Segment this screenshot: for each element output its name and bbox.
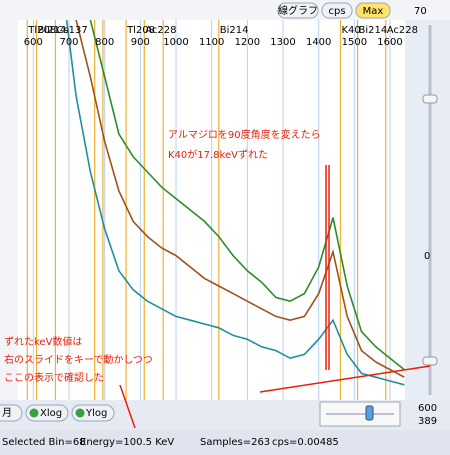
- bottom-button[interactable]: [25, 404, 69, 422]
- isotope-label: Ac228: [387, 25, 418, 36]
- toolbar-button[interactable]: [277, 2, 319, 19]
- status-field: Energy=100.5 KeV: [80, 437, 174, 448]
- bottom-button-label[interactable]: Xlog: [40, 408, 62, 419]
- x-tick-label: 1100: [199, 37, 224, 48]
- isotope-label: Bi214: [38, 25, 67, 36]
- annotation-arrow: [259, 365, 431, 393]
- x-tick-label: 1400: [306, 37, 331, 48]
- side-value: 389: [418, 416, 437, 427]
- toolbar-button[interactable]: [355, 2, 391, 19]
- x-tick-label: 800: [95, 37, 114, 48]
- slider-knob[interactable]: [422, 356, 438, 366]
- toolbar-button-label[interactable]: 線グラフ: [278, 4, 318, 17]
- h-slider-knob[interactable]: [365, 405, 374, 421]
- x-tick-label: 1000: [163, 37, 188, 48]
- isotope-label: Tl208: [27, 25, 56, 36]
- x-tick-label: 1200: [235, 37, 260, 48]
- isotope-label: Cs137: [56, 25, 87, 36]
- annotation: K40が17.8keVずれた: [168, 148, 268, 161]
- bottom-button[interactable]: [0, 404, 23, 422]
- x-tick-label: 1500: [342, 37, 367, 48]
- spectrum-line: [65, 20, 405, 386]
- status-bar: [0, 430, 450, 455]
- bottom-button-label[interactable]: 月: [2, 407, 12, 419]
- annotation: ずれたkeV数値は: [4, 335, 82, 348]
- x-tick-label: 600: [24, 37, 43, 48]
- annotation: 右のスライドをキーで動かしつつ: [4, 353, 153, 366]
- isotope-label: Tl208: [126, 25, 155, 36]
- status-field: Selected Bin=68: [2, 437, 86, 448]
- isotope-label: K40: [341, 25, 360, 36]
- side-value: 600: [418, 403, 437, 414]
- annotation: ここの表示で確認した: [4, 371, 104, 384]
- toolbar-button-label[interactable]: Max: [363, 6, 384, 17]
- side-zero-label: 0: [424, 251, 430, 262]
- spectrum-line: [89, 20, 405, 371]
- bottom-button-label[interactable]: Ylog: [85, 408, 107, 419]
- button-icon[interactable]: [75, 408, 85, 418]
- isotope-label: Bi214: [220, 25, 249, 36]
- bottom-button[interactable]: [71, 404, 115, 422]
- x-tick-label: 1300: [270, 37, 295, 48]
- status-field: Samples=263: [200, 437, 270, 448]
- x-tick-label: 900: [131, 37, 150, 48]
- slider-knob[interactable]: [422, 94, 438, 104]
- spectrum-line: [75, 20, 405, 378]
- button-icon[interactable]: [29, 408, 39, 418]
- annotation-arrow: [119, 384, 136, 429]
- side-panel: [405, 20, 450, 400]
- status-field: cps=0.00485: [272, 437, 339, 448]
- isotope-label: Bi214: [359, 25, 388, 36]
- annotation: アルマジロを90度角度を変えたら: [168, 128, 321, 141]
- top-value: 70: [414, 6, 427, 17]
- toolbar-button-label[interactable]: cps: [328, 6, 345, 17]
- isotope-label: Ac228: [145, 25, 176, 36]
- x-tick-label: 1600: [377, 37, 402, 48]
- toolbar-button[interactable]: [321, 2, 353, 19]
- x-tick-label: 700: [59, 37, 78, 48]
